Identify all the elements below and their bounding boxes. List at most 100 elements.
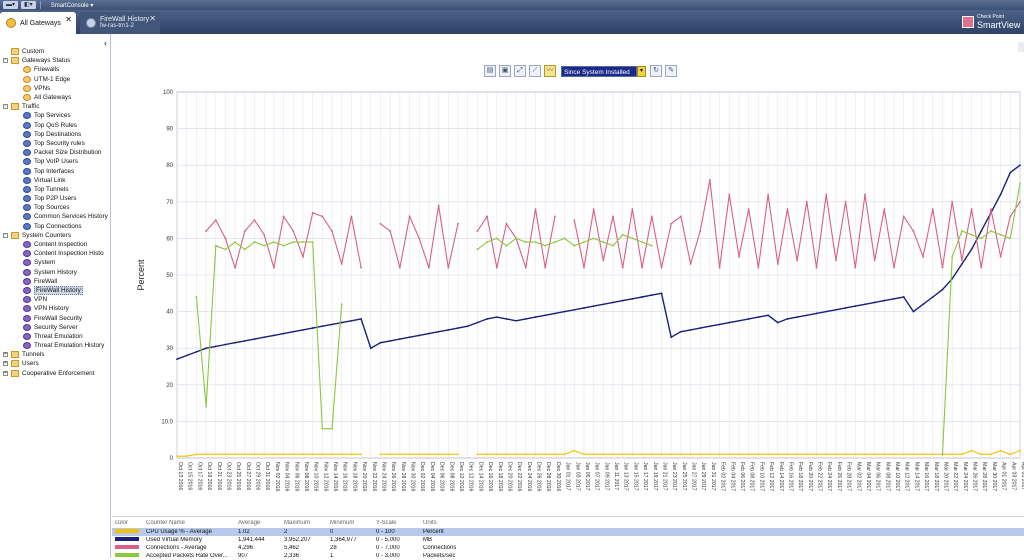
data-point <box>912 230 915 232</box>
chevron-down-icon[interactable]: ▾ <box>637 65 646 77</box>
x-tick-label: Feb 16 2017 <box>787 462 793 491</box>
panel-grip-icon[interactable] <box>1018 42 1024 52</box>
data-point <box>980 266 983 269</box>
data-point <box>990 230 992 232</box>
tree-item[interactable]: VPNs <box>0 84 111 93</box>
tree-item[interactable]: Top Connections <box>0 222 111 231</box>
tree-item[interactable]: Virtual Link <box>0 176 111 185</box>
tree-item[interactable]: Top Services <box>0 111 111 120</box>
tree-item[interactable]: + Users <box>0 359 111 368</box>
navigation-button[interactable]: ◧▾ <box>21 1 36 9</box>
color-swatch <box>115 553 139 557</box>
data-point <box>466 325 469 328</box>
data-point <box>243 453 246 456</box>
data-point <box>893 266 895 269</box>
tree-item[interactable]: Content Inspection Histo <box>0 249 111 258</box>
counter-icon <box>23 342 31 350</box>
zoom-icon[interactable]: ⤢ <box>514 65 526 77</box>
tree-item[interactable]: UTM-1 Edge <box>0 75 111 84</box>
y-tick-label: 60 <box>166 236 173 242</box>
tree-item[interactable]: Top VoIP Users <box>0 157 111 166</box>
tree-item[interactable]: Top Sources <box>0 203 111 212</box>
save-icon[interactable]: ▣ <box>499 65 511 77</box>
collapse-sidebar-icon[interactable]: ‹ <box>104 38 107 48</box>
legend-row[interactable]: CPU Usage % - Average 1.02 2 0 0 - 100 Percen… <box>112 528 1024 536</box>
expand-icon[interactable]: + <box>3 369 8 376</box>
tree-item[interactable]: Top QoS Rules <box>0 121 111 130</box>
collapse-icon[interactable]: - <box>3 57 8 64</box>
data-point <box>854 453 857 456</box>
data-point <box>767 193 769 196</box>
header-yscale: Y-Scale <box>376 520 397 526</box>
tree-item[interactable]: Content Inspection <box>0 240 111 249</box>
tree-item[interactable]: Top Security rules <box>0 139 111 148</box>
tree-item[interactable]: Top Destinations <box>0 130 111 139</box>
tree-item[interactable]: System History <box>0 268 111 277</box>
tree-item[interactable]: - Gateways Status <box>0 56 111 65</box>
tree-item[interactable]: Top P2P Users <box>0 194 111 203</box>
smartconsole-menu[interactable]: SmartConsole ▾ <box>50 2 94 9</box>
refresh-icon[interactable]: ↻ <box>650 65 662 77</box>
x-tick-label: Nov 18 2016 <box>351 462 357 492</box>
tree-item[interactable]: Top Interfaces <box>0 166 111 175</box>
x-tick-label: Jan 27 2017 <box>691 462 697 491</box>
tree-item[interactable]: All Gateways <box>0 93 111 102</box>
tree-item[interactable]: Threat Emulation History <box>0 341 111 350</box>
table-view-icon[interactable]: ▤ <box>484 65 496 77</box>
close-icon[interactable]: ✕ <box>149 14 156 23</box>
expand-icon[interactable]: + <box>3 351 8 358</box>
data-point <box>524 453 527 456</box>
data-point <box>864 303 866 306</box>
tree-item[interactable]: - System Counters <box>0 231 111 240</box>
tree-item[interactable]: VPN History <box>0 304 111 313</box>
tree-item-label: Content Inspection <box>34 241 88 249</box>
app-menu-button[interactable]: ▬▾ <box>3 1 19 9</box>
tree-item[interactable]: + Cooperative Enforcement <box>0 369 111 378</box>
tree-item[interactable]: Custom <box>0 47 111 56</box>
tree-item[interactable]: Threat Emulation <box>0 332 111 341</box>
x-tick-label: Nov 20 2016 <box>361 462 367 492</box>
tree-item[interactable]: FireWall Security <box>0 313 111 322</box>
data-point <box>408 215 411 218</box>
line-chart-icon[interactable]: 〰 <box>544 65 556 77</box>
tab-firewall-history[interactable]: FireWall History fw-ras-trn1-2 ✕ <box>80 12 160 34</box>
tree-item[interactable]: VPN <box>0 295 111 304</box>
tree-item[interactable]: FireWall <box>0 277 111 286</box>
tree-item[interactable]: FireWall History <box>0 285 111 295</box>
collapse-icon[interactable]: - <box>3 231 8 238</box>
tree-item[interactable]: Packet Size Distribution <box>0 148 111 157</box>
x-tick-label: Dec 06 2016 <box>439 462 445 492</box>
chart-type-icon[interactable]: ⟋ <box>529 65 541 77</box>
tree-item[interactable]: Common Services History <box>0 212 111 221</box>
tree-item-label: FireWall <box>34 277 58 285</box>
collapse-icon[interactable]: - <box>3 103 8 110</box>
legend-minimum: 0 <box>330 529 334 535</box>
y-tick-label: 10.0 <box>161 419 173 425</box>
data-point <box>805 200 808 203</box>
tree-item[interactable]: System <box>0 258 111 267</box>
edit-icon[interactable]: ✎ <box>665 65 677 77</box>
tree-item[interactable]: + Tunnels <box>0 350 111 359</box>
data-point <box>999 255 1002 258</box>
data-point <box>331 453 333 456</box>
timeframe-select[interactable]: Since System Installed ▾ <box>561 65 646 77</box>
data-point <box>263 233 266 236</box>
data-point <box>738 255 740 258</box>
tree-item-label: Top Connections <box>34 222 82 230</box>
data-point <box>641 266 644 269</box>
tab-all-gateways[interactable]: All Gateways ✕ <box>0 12 76 34</box>
tree-item[interactable]: - Traffic <box>0 102 111 111</box>
tree-item-label: Top P2P Users <box>34 195 77 203</box>
legend-row[interactable]: Connections - Average 4,296 5,462 28 0 - 7,0… <box>112 544 1024 552</box>
gateway-icon <box>23 84 31 92</box>
data-point <box>553 312 556 315</box>
tree-item[interactable]: Security Server <box>0 323 111 332</box>
legend-row[interactable]: Accepted Packets Rate Over... 907 2,336 1 0 … <box>112 552 1024 560</box>
tree-item[interactable]: Firewalls <box>0 65 111 74</box>
close-icon[interactable]: ✕ <box>65 15 72 24</box>
tree-item[interactable]: Top Tunnels <box>0 185 111 194</box>
x-tick-label: Dec 02 2016 <box>419 462 425 492</box>
top-menu-bar: ▬▾ ◧▾ SmartConsole ▾ <box>0 0 1024 10</box>
legend-row[interactable]: Used Virtual Memory 1,941,444 3,952,207 1,3… <box>112 536 1024 544</box>
expand-icon[interactable]: + <box>3 360 8 367</box>
